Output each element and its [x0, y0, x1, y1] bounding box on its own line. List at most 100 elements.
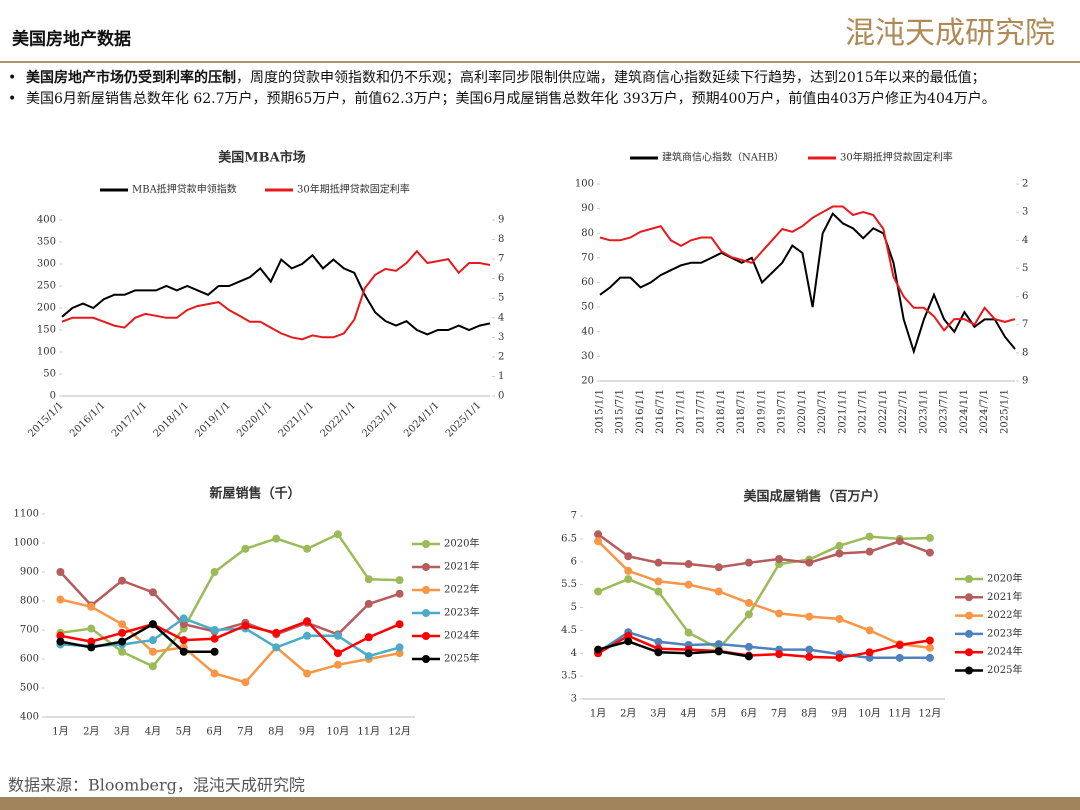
point — [303, 669, 312, 678]
point — [210, 568, 219, 576]
legend-label: 2021年 — [987, 590, 1022, 603]
point — [241, 621, 250, 630]
bullet: • 美国房地产市场仍受到利率的压制，周度的贷款申领指数和仍不乐观；高利率同步限制供… — [8, 70, 986, 86]
y-tick-label: 600 — [20, 654, 39, 665]
point — [179, 647, 188, 656]
x-tick-label: 2025/1/1 — [444, 400, 484, 440]
legend-label: 30年期抵押贷款固定利率 — [840, 151, 953, 164]
point — [395, 576, 404, 585]
y-tick-label: 900 — [20, 567, 39, 578]
series-line — [61, 253, 491, 336]
point — [805, 645, 814, 654]
x-tick-label: 2016/1/1 — [635, 389, 646, 434]
x-tick-label: 4月 — [145, 726, 161, 738]
y2-tick-label: 4 — [498, 312, 504, 323]
point — [56, 595, 65, 604]
legend-marker — [965, 593, 973, 602]
point — [333, 660, 342, 669]
point — [364, 633, 373, 642]
x-tick-label: 2024/1/1 — [959, 389, 970, 434]
point — [87, 602, 96, 611]
x-tick-label: 2021/1/1 — [837, 389, 848, 434]
series-line — [60, 622, 215, 654]
x-tick-label: 8月 — [268, 726, 284, 738]
point — [364, 652, 373, 661]
point — [744, 598, 753, 607]
y-tick-label: 7 — [571, 511, 577, 522]
series-line — [597, 533, 931, 569]
x-tick-label: 2016/1/1 — [68, 400, 108, 440]
point — [925, 653, 934, 662]
x-tick-label: 2018/1/1 — [152, 400, 192, 440]
x-tick-label: 2017/1/1 — [675, 389, 686, 434]
x-tick-label: 2月 — [83, 726, 99, 738]
y-tick-label: 80 — [581, 228, 594, 239]
x-tick-label: 2022/1/1 — [319, 400, 359, 440]
point — [241, 678, 250, 687]
legend-label: 2021年 — [444, 560, 479, 573]
point — [684, 580, 693, 589]
x-tick-label: 2023/1/1 — [918, 389, 929, 434]
legend-label: 2024年 — [444, 629, 479, 642]
point — [805, 612, 814, 621]
bullets: • 美国房地产市场仍受到利率的压制，周度的贷款申领指数和仍不乐观；高利率同步限制供… — [8, 68, 1068, 110]
bullet: • 美国6月新屋销售总数年化 62.7万户，预期65万户，前值62.3万户；美国6… — [8, 89, 1068, 110]
series-line — [597, 540, 931, 650]
point — [624, 566, 633, 575]
x-tick-label: 5月 — [176, 726, 192, 738]
y-tick-label: 50 — [581, 302, 594, 313]
point — [333, 631, 342, 640]
point — [805, 558, 814, 567]
point — [118, 576, 127, 585]
point — [654, 637, 663, 646]
point — [272, 628, 281, 637]
point — [594, 537, 603, 546]
point — [210, 634, 219, 643]
point — [624, 552, 633, 561]
y-tick-label: 30 — [581, 351, 594, 362]
chart-title: 美国成屋销售（百万户） — [743, 489, 886, 505]
point — [272, 643, 281, 652]
point — [148, 620, 157, 629]
y-tick-label: 6 — [571, 556, 577, 567]
point — [87, 624, 96, 633]
x-tick-label: 7月 — [771, 708, 787, 720]
legend-label: 2025年 — [987, 663, 1022, 676]
y2-tick-label: 6 — [1022, 291, 1028, 302]
point — [714, 640, 723, 649]
legend-marker — [965, 611, 973, 620]
y-tick-label: 300 — [37, 259, 56, 270]
y2-tick-label: 6 — [498, 273, 504, 284]
point — [835, 653, 844, 662]
x-tick-label: 9月 — [831, 708, 847, 720]
point — [118, 637, 127, 646]
point — [56, 568, 65, 576]
point — [775, 555, 784, 564]
x-tick-label: 2017/1/1 — [110, 400, 150, 440]
point — [775, 609, 784, 618]
y2-tick-label: 3 — [498, 332, 504, 343]
legend-marker — [965, 575, 973, 583]
y2-tick-label: 8 — [498, 234, 504, 245]
y-tick-label: 20 — [581, 376, 594, 387]
y-tick-label: 150 — [37, 325, 56, 336]
point — [594, 587, 603, 596]
legend-marker — [965, 629, 973, 638]
point — [714, 563, 723, 572]
legend-label: 2025年 — [444, 652, 479, 665]
point — [654, 558, 663, 567]
x-tick-label: 2020/7/1 — [817, 389, 828, 434]
point — [835, 614, 844, 623]
y-tick-label: 100 — [575, 179, 594, 190]
series-line — [60, 532, 400, 668]
point — [303, 617, 312, 626]
y-tick-label: 60 — [581, 277, 594, 288]
series-line — [597, 640, 750, 658]
x-tick-label: 2021/1/1 — [277, 400, 317, 440]
legend-label: 2023年 — [444, 606, 479, 619]
point — [744, 610, 753, 619]
legend-label: 2022年 — [987, 608, 1022, 621]
point — [179, 620, 188, 629]
legend-label: 2020年 — [444, 537, 479, 550]
